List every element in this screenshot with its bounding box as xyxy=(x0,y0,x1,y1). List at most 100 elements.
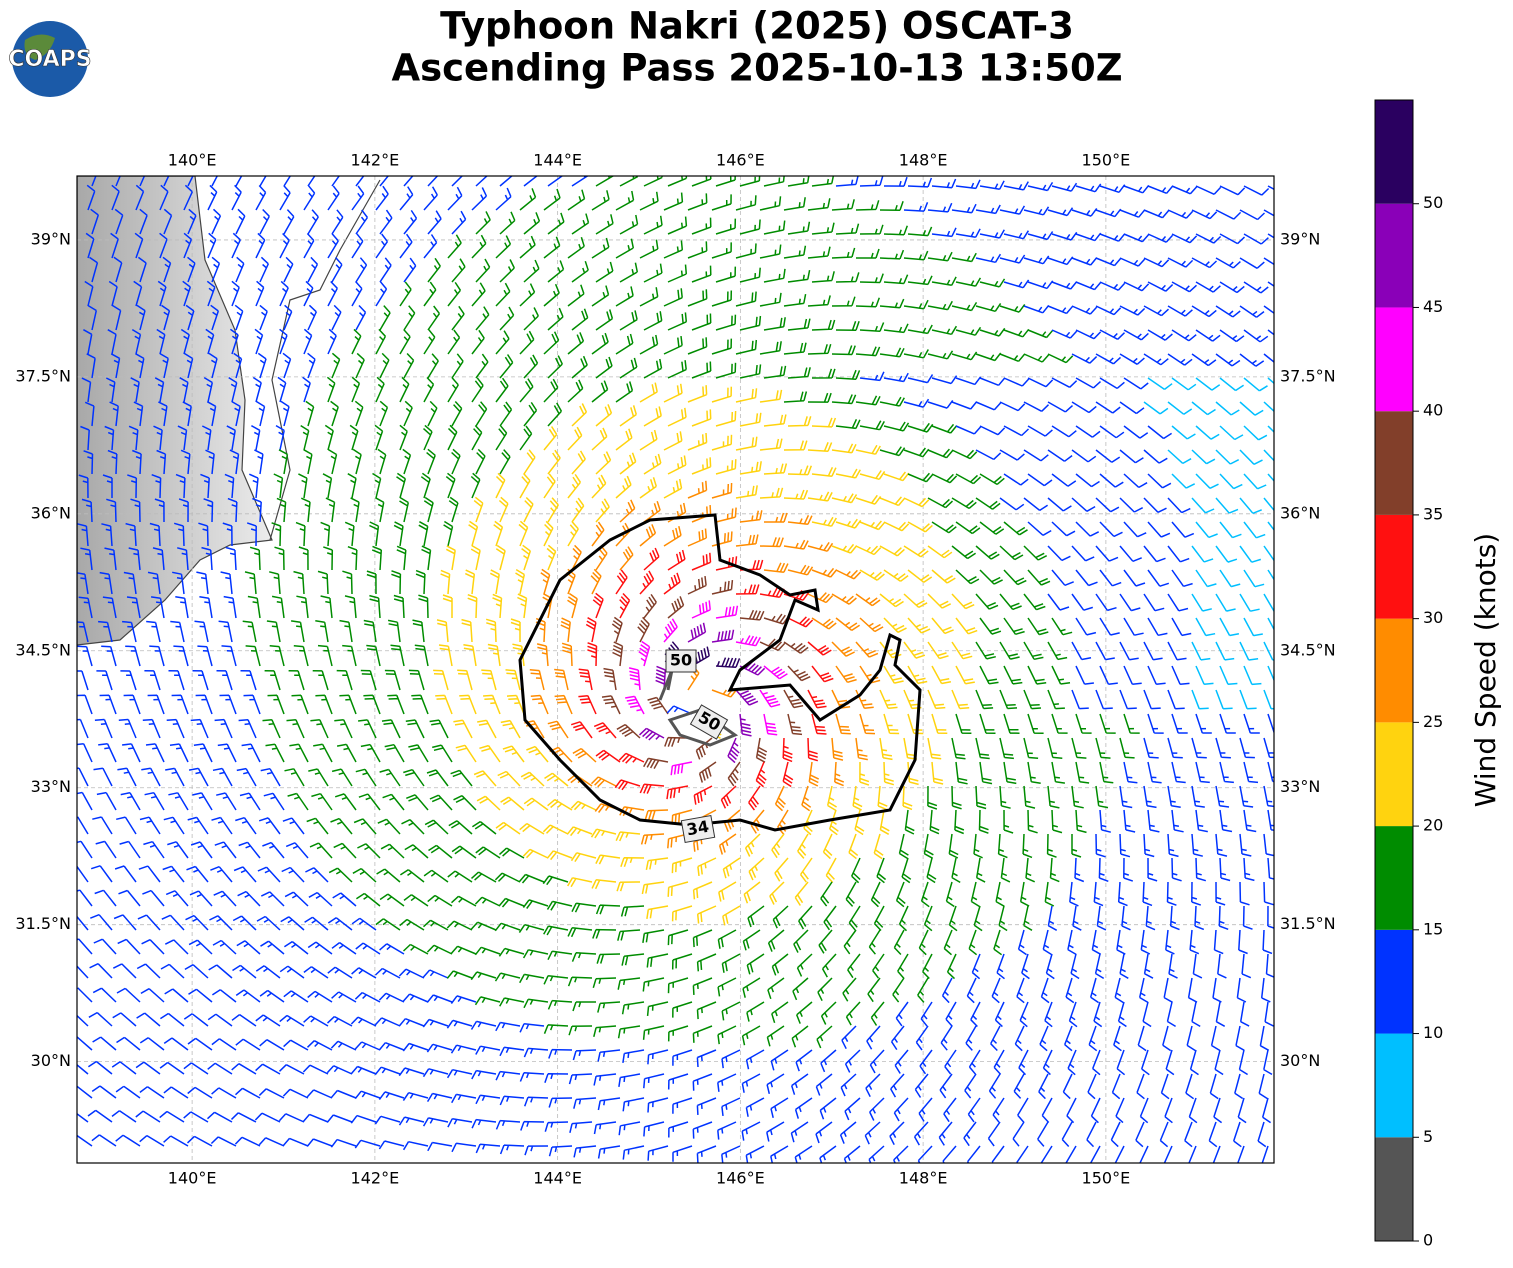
wind-barb xyxy=(1171,617,1192,637)
wind-barb xyxy=(1191,449,1216,465)
wind-barb xyxy=(288,669,305,691)
wind-barb xyxy=(278,449,289,475)
wind-barb xyxy=(1171,473,1196,489)
wind-barb xyxy=(207,1062,233,1075)
wind-barb xyxy=(470,1020,497,1030)
wind-barb xyxy=(655,665,667,691)
wind-barb xyxy=(1147,281,1174,292)
wind-barb xyxy=(739,176,761,187)
wind-barb xyxy=(336,743,357,763)
wind-barb xyxy=(547,307,564,331)
wind-barb xyxy=(102,474,113,498)
wind-barb xyxy=(907,472,934,483)
wind-barb xyxy=(929,809,940,835)
wind-barb xyxy=(360,669,377,691)
wind-barb xyxy=(975,785,987,810)
wind-barb xyxy=(1051,617,1073,636)
y-tick-label: 33°N xyxy=(31,777,71,796)
wind-barb xyxy=(727,761,741,787)
wind-barb xyxy=(999,353,1026,362)
wind-barb xyxy=(1040,1145,1053,1163)
wind-barb xyxy=(207,1013,233,1027)
wind-barb xyxy=(164,939,189,955)
wind-barb xyxy=(691,361,712,379)
wind-barb xyxy=(667,1025,689,1042)
wind-barb xyxy=(763,463,788,475)
wind-barb xyxy=(494,972,521,982)
wind-barb xyxy=(855,494,882,505)
wind-barb xyxy=(783,293,807,307)
wind-barb xyxy=(1017,929,1027,956)
wind-barb xyxy=(89,963,113,979)
wind-barb xyxy=(644,809,669,821)
wind-barb xyxy=(1215,209,1242,220)
wind-barb xyxy=(265,743,285,763)
wind-barb xyxy=(835,665,857,684)
wind-barb xyxy=(137,256,147,283)
wind-barb xyxy=(1147,377,1173,391)
colorbar-bin xyxy=(1375,411,1413,515)
wind-barb xyxy=(1195,617,1216,637)
wind-barb xyxy=(1267,233,1274,239)
wind-barb xyxy=(1191,209,1218,220)
wind-barb xyxy=(571,260,589,283)
wind-barb xyxy=(687,528,708,547)
wind-barb xyxy=(436,619,449,643)
wind-barb xyxy=(77,938,93,955)
wind-barb xyxy=(591,237,610,259)
wind-barb xyxy=(81,498,93,523)
wind-barb xyxy=(672,1049,693,1066)
wind-barb xyxy=(183,232,193,259)
wind-barb xyxy=(285,842,309,859)
wind-barb xyxy=(463,644,477,667)
wind-barb xyxy=(859,617,884,633)
wind-barb xyxy=(951,449,978,460)
wind-barb xyxy=(295,521,306,547)
wind-barb xyxy=(975,449,1002,461)
wind-barb xyxy=(339,619,353,643)
wind-barb xyxy=(494,922,521,932)
wind-barb xyxy=(303,1015,329,1027)
wind-barb xyxy=(999,303,1026,313)
land xyxy=(77,176,273,646)
wind-barb xyxy=(519,473,531,499)
wind-barb xyxy=(1263,209,1274,217)
wind-barb xyxy=(798,905,813,930)
wind-barb xyxy=(328,867,353,883)
wind-barb xyxy=(77,1063,89,1075)
wind-barb xyxy=(691,409,712,427)
wind-barb xyxy=(1219,761,1234,784)
wind-barb xyxy=(567,592,578,619)
wind-barb xyxy=(1095,449,1121,463)
wind-barb xyxy=(973,905,983,932)
wind-barb xyxy=(808,761,820,787)
wind-barb xyxy=(203,376,214,403)
wind-barb xyxy=(179,377,189,403)
wind-barb xyxy=(375,376,385,403)
wind-barb xyxy=(1014,1025,1025,1052)
wind-barb xyxy=(95,840,117,859)
wind-barb xyxy=(848,833,859,860)
wind-barb xyxy=(1147,761,1162,784)
wind-barb xyxy=(1123,425,1149,439)
wind-barb xyxy=(470,971,497,981)
wind-barb xyxy=(845,881,857,907)
wind-barb xyxy=(399,233,413,259)
wind-barb xyxy=(357,843,381,859)
wind-barb xyxy=(188,939,213,955)
wind-barb xyxy=(787,564,814,576)
wind-barb xyxy=(618,1121,641,1136)
wind-barb xyxy=(907,374,934,384)
wind-barb xyxy=(1095,257,1122,267)
wind-barb xyxy=(415,569,426,595)
wind-barb xyxy=(1267,665,1274,682)
wind-barb xyxy=(617,977,641,990)
wind-barb xyxy=(735,534,759,547)
wind-barb xyxy=(252,497,262,523)
wind-barb xyxy=(1186,1025,1196,1052)
wind-barb xyxy=(1195,185,1222,195)
wind-barb xyxy=(1096,905,1107,931)
wind-barb xyxy=(890,1073,905,1098)
wind-barb xyxy=(1095,545,1119,562)
wind-barb xyxy=(91,1085,117,1099)
